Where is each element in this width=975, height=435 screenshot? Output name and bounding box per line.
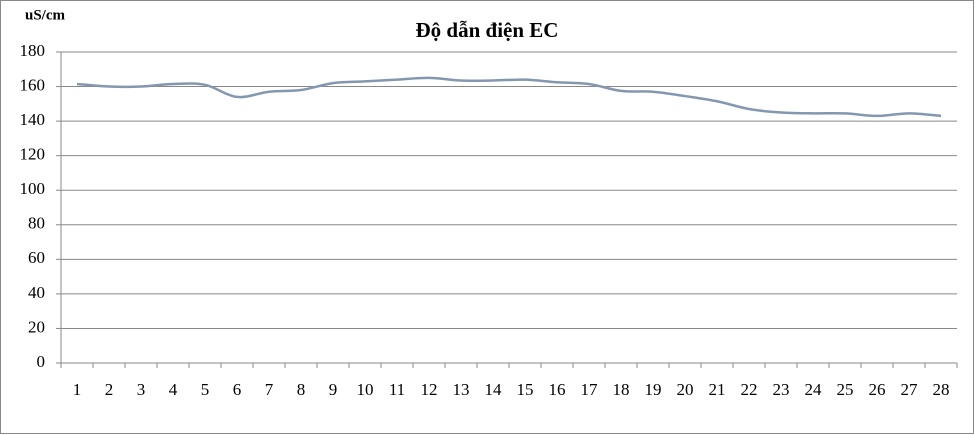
x-tick-label: 23 — [773, 380, 790, 399]
x-tick-label: 5 — [201, 380, 210, 399]
x-tick-label: 27 — [901, 380, 919, 399]
x-tick-label: 14 — [485, 380, 503, 399]
x-tick-label: 4 — [169, 380, 178, 399]
y-tick-label: 180 — [20, 41, 46, 60]
x-tick-label: 25 — [837, 380, 854, 399]
y-tick-label: 0 — [37, 352, 46, 371]
x-tick-label: 7 — [265, 380, 274, 399]
x-tick-label: 3 — [137, 380, 146, 399]
x-tick-label: 12 — [421, 380, 438, 399]
x-tick-label: 22 — [741, 380, 758, 399]
x-tick-label: 9 — [329, 380, 338, 399]
x-tick-label: 19 — [645, 380, 662, 399]
y-tick-label: 20 — [28, 317, 45, 336]
x-tick-label: 24 — [805, 380, 823, 399]
chart-title: Độ dẫn điện EC — [416, 18, 559, 42]
data-line — [76, 76, 942, 118]
y-tick-label: 80 — [28, 214, 45, 233]
y-axis-label: uS/cm — [25, 7, 66, 23]
x-tick-label: 6 — [233, 380, 242, 399]
x-tick-label: 1 — [73, 380, 82, 399]
y-tick-label: 60 — [28, 248, 45, 267]
x-tick-label: 11 — [389, 380, 405, 399]
x-tick-label: 8 — [297, 380, 306, 399]
x-tick-label: 16 — [549, 380, 566, 399]
x-tick-label: 26 — [869, 380, 886, 399]
x-tick-label: 13 — [453, 380, 470, 399]
x-tick-label: 2 — [105, 380, 114, 399]
x-tick-label: 18 — [613, 380, 630, 399]
y-tick-label: 140 — [20, 110, 46, 129]
y-tick-label: 100 — [20, 179, 46, 198]
x-tick-label: 28 — [933, 380, 950, 399]
x-tick-label: 10 — [357, 380, 374, 399]
x-tick-label: 20 — [677, 380, 694, 399]
x-tick-label: 17 — [581, 380, 599, 399]
y-tick-label: 160 — [20, 75, 46, 94]
x-tick-label: 15 — [517, 380, 534, 399]
x-tick-label: 21 — [709, 380, 726, 399]
y-tick-label: 120 — [20, 145, 46, 164]
y-tick-label: 40 — [28, 283, 45, 302]
